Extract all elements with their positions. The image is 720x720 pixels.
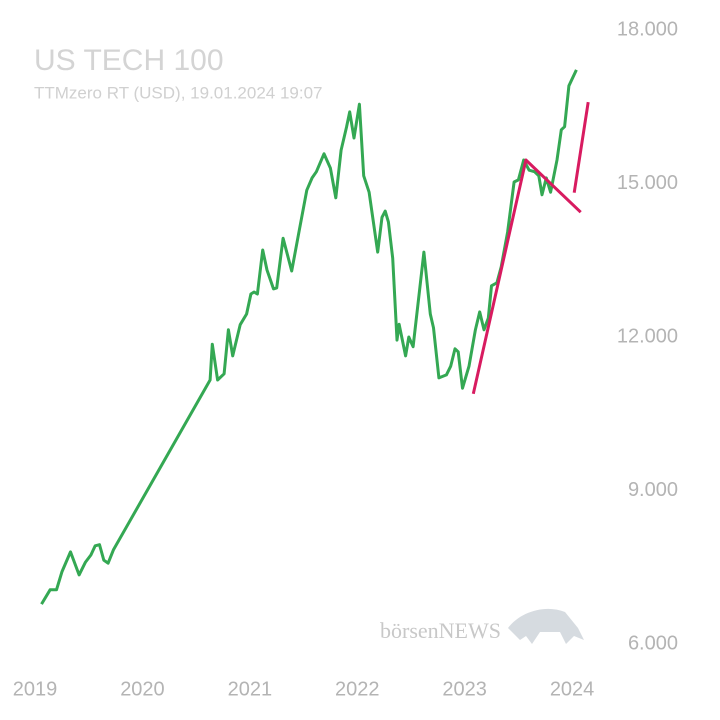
x-tick-label: 2020 <box>120 678 165 700</box>
x-tick-label: 2022 <box>335 678 380 700</box>
line <box>40 69 578 605</box>
y-tick-label: 12.000 <box>617 325 678 347</box>
watermark-bull <box>508 608 584 644</box>
watermark: börsenNEWS <box>380 618 501 643</box>
chart-title: US TECH 100 <box>34 44 224 77</box>
x-tick-label: 2023 <box>442 678 487 700</box>
line <box>572 101 590 193</box>
y-tick-label: 15.000 <box>617 172 678 194</box>
y-tick-label: 18.000 <box>617 18 678 40</box>
y-tick-label: 6.000 <box>628 632 678 654</box>
x-tick-label: 2024 <box>550 678 595 700</box>
x-tick-label: 2021 <box>228 678 273 700</box>
chart-subtitle: TTMzero RT (USD), 19.01.2024 19:07 <box>34 83 323 102</box>
x-tick-label: 2019 <box>13 678 58 700</box>
line <box>471 158 582 395</box>
y-tick-label: 9.000 <box>628 479 678 501</box>
